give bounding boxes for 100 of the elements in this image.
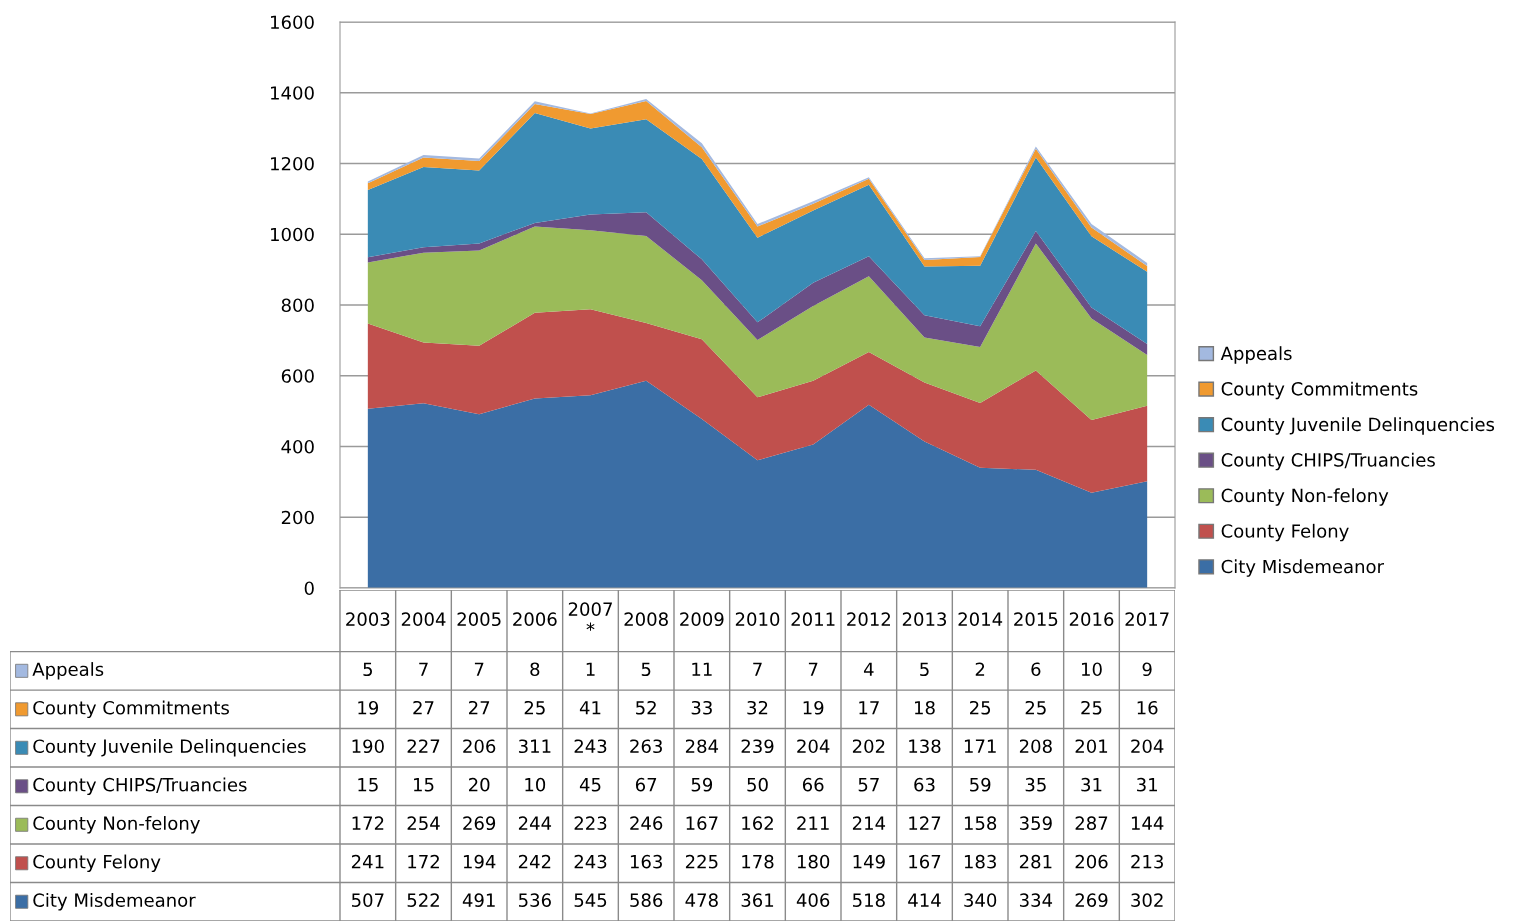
data-label: 163 [630, 854, 662, 869]
data-label: 281 [1019, 854, 1052, 869]
x-tick-label: 2006 [513, 612, 557, 627]
data-label: 138 [909, 739, 941, 754]
x-tick-label: 2011 [791, 612, 835, 627]
legend-label: County Juvenile Delinquencies [1221, 417, 1495, 435]
data-label: 25 [1025, 700, 1046, 715]
x-tick-label: 2009 [680, 612, 724, 627]
data-label: 67 [635, 777, 657, 792]
x-tick-label: 2012 [847, 612, 890, 627]
data-label: 204 [1131, 739, 1164, 754]
y-tick-label: 1600 [271, 15, 314, 30]
data-label: 227 [407, 739, 440, 753]
data-label: 183 [964, 854, 996, 869]
data-label: 204 [797, 739, 830, 754]
data-label: 59 [691, 777, 713, 792]
legend-label: County Non-felony [1221, 488, 1389, 506]
data-label: 545 [574, 893, 607, 907]
data-label: 10 [525, 777, 546, 792]
data-label: 158 [964, 816, 997, 831]
data-label: 302 [1131, 893, 1163, 907]
data-label: 7 [419, 662, 428, 676]
data-label: 25 [524, 700, 545, 715]
data-label: 522 [407, 893, 439, 907]
data-label: 334 [1019, 893, 1053, 907]
data-label: 518 [853, 893, 885, 907]
data-label: 491 [462, 893, 495, 907]
data-label: 59 [970, 777, 991, 792]
text: County Non-felony [33, 816, 200, 834]
y-tick-label: 1000 [271, 227, 314, 242]
data-label: 167 [686, 816, 718, 831]
data-label: 1 [586, 662, 595, 676]
text: County CHIPS/Truancies [33, 777, 247, 796]
data-label: 4 [863, 662, 874, 676]
data-label: 19 [803, 700, 824, 715]
data-label: 31 [1081, 777, 1102, 792]
data-label: 15 [358, 778, 378, 792]
data-label: 16 [1137, 700, 1158, 715]
data-label: 144 [1131, 816, 1164, 830]
data-label: 31 [1137, 777, 1157, 792]
x-tick-label: 2010 [735, 612, 780, 627]
data-label: 66 [802, 777, 824, 792]
data-label: 287 [1075, 816, 1108, 831]
data-label: 7 [753, 662, 762, 676]
legend-label: County CHIPS/Truancies [1221, 452, 1435, 471]
data-label: 172 [408, 854, 439, 869]
data-label: 35 [1025, 777, 1046, 792]
data-label: 33 [691, 700, 712, 715]
data-label: 172 [352, 816, 384, 830]
data-label: 359 [1019, 816, 1052, 831]
y-tick-label: 1400 [271, 86, 314, 100]
data-label: 63 [914, 777, 935, 792]
legend-label: Appeals [1220, 346, 1292, 364]
text: County Felony [33, 854, 161, 872]
x-tick-label: 2003 [346, 612, 390, 627]
y-tick-label: 800 [281, 298, 314, 313]
data-label: 269 [463, 816, 496, 831]
data-label: 208 [1019, 739, 1052, 754]
x-tick-label: 2013 [902, 612, 947, 627]
data-label: 57 [858, 778, 879, 792]
data-label: 311 [518, 739, 551, 754]
data-label: 45 [579, 778, 601, 792]
data-label: 5 [641, 662, 651, 677]
data-label: 9 [1142, 662, 1152, 677]
data-label: 406 [796, 893, 830, 907]
x-tick-label: 2015 [1014, 612, 1058, 627]
data-label: 50 [747, 777, 768, 792]
data-label: 201 [1075, 739, 1108, 754]
data-label: 167 [909, 854, 941, 869]
legend-label: County Commitments [1221, 381, 1418, 400]
data-label: 223 [574, 816, 607, 831]
data-label: 414 [908, 893, 941, 907]
data-label: 25 [1081, 700, 1102, 715]
data-label: 20 [469, 777, 490, 792]
data-label: 478 [685, 893, 718, 907]
data-label: 17 [859, 701, 879, 715]
data-label: 507 [352, 893, 384, 907]
x-tick-label: 2007 * [568, 602, 612, 631]
data-label: 10 [1082, 662, 1102, 677]
data-label: 19 [358, 700, 379, 715]
legend-label: County Felony [1221, 523, 1349, 542]
x-tick-label: 2014 [958, 612, 1003, 627]
text: City Misdemeanor [33, 893, 196, 911]
data-label: 241 [351, 854, 384, 869]
data-label: 25 [970, 700, 991, 715]
y-tick-label: 1200 [271, 156, 314, 171]
data-label: 243 [574, 739, 607, 754]
data-label: 269 [1075, 893, 1108, 907]
text: County Commitments [33, 700, 229, 719]
data-label: 361 [741, 893, 774, 907]
data-label: 194 [463, 854, 496, 869]
data-label: 2 [975, 662, 985, 676]
x-tick-label: 2017 [1125, 612, 1169, 627]
data-label: 32 [747, 700, 768, 715]
x-tick-label: 2004 [401, 612, 446, 627]
data-label: 213 [1131, 854, 1163, 869]
data-label: 239 [741, 739, 774, 754]
data-label: 254 [407, 816, 440, 831]
y-tick-label: 400 [281, 439, 314, 454]
data-label: 52 [636, 700, 656, 715]
